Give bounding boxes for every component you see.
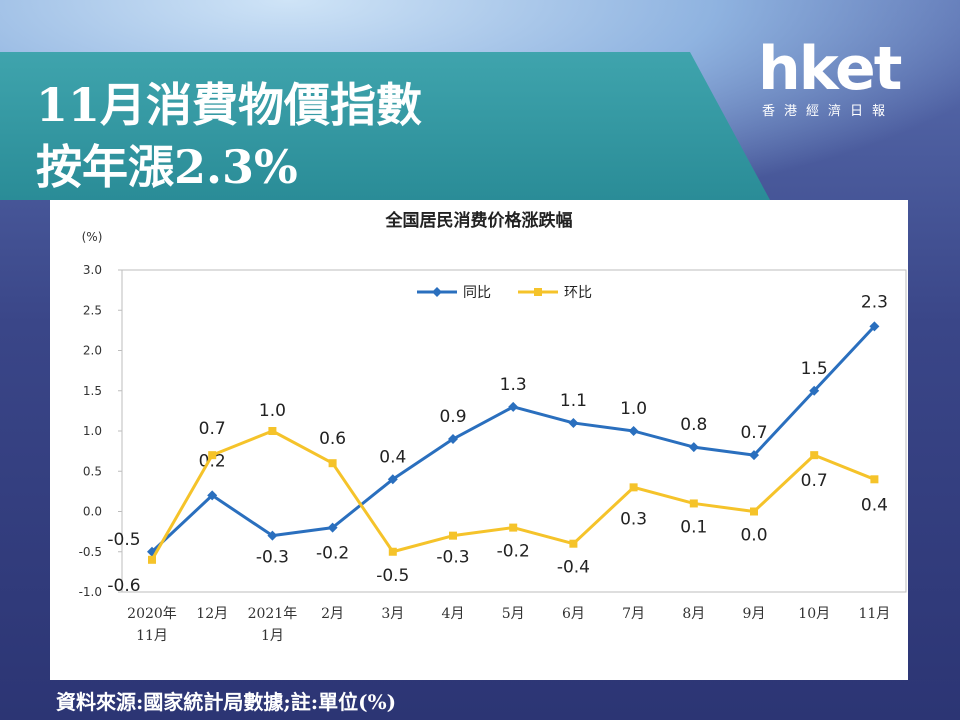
data-label-mom: -0.4 [557,558,590,578]
x-tick-label: 3月 [381,606,404,622]
chart-panel: 全国居民消费价格涨跌幅 (%) 3.0 2.5 2.0 1.5 1.0 0.5 0.0 -0.5-… [50,200,908,680]
data-label-mom: 0.7 [801,471,828,491]
x-tick-label: 10月 [798,606,830,622]
data-label-yoy: -0.2 [316,544,349,564]
data-point-mom [750,507,758,516]
data-point-mom [388,547,397,556]
y-tick-label: -1.0 [79,585,102,599]
data-point-yoy [508,401,519,412]
data-label-mom: 0.1 [680,517,707,537]
data-label-mom: 0.6 [319,429,346,449]
data-label-mom: 0.0 [740,526,767,546]
data-point-yoy [448,434,458,445]
y-tick-label: 3.0 [83,263,102,277]
x-tick-label: 11月 [858,606,890,622]
y-tick-label: 2.0 [83,344,102,358]
data-point-yoy [628,426,639,436]
hket-logo: hket 香港經濟日報 [758,38,928,128]
x-tick-label: 11月 [136,628,168,644]
x-tick-label: 2020年 [127,606,177,622]
data-label-mom: 0.4 [861,495,888,515]
chart-title: 全国居民消费价格涨跌幅 [385,210,573,231]
data-point-yoy [749,450,759,461]
data-point-yoy [327,522,338,533]
logo-subtitle: 香港經濟日報 [762,104,895,119]
data-label-yoy: 1.5 [801,359,828,379]
data-label-mom: -0.5 [376,566,409,586]
x-tick-label: 4月 [442,606,465,622]
data-label-mom: 1.0 [259,401,286,421]
data-point-mom [569,539,578,548]
data-point-yoy [207,490,218,501]
y-tick-label: 1.5 [83,384,102,398]
logo-word: hket [758,34,902,104]
page-title-line2: 按年漲2.3% [36,140,298,194]
x-tick-label: 9月 [743,606,766,622]
data-label-mom: 0.3 [620,509,647,529]
data-point-yoy [869,321,880,332]
data-label-mom: -0.6 [107,576,140,596]
legend-label-mom: 环比 [564,285,592,301]
legend-marker-yoy [432,287,442,297]
y-axis-unit: (%) [82,230,103,244]
y-tick-label: 1.0 [83,424,102,438]
legend-label-yoy: 同比 [463,285,491,301]
data-label-yoy: 0.7 [740,423,767,443]
page-title-line1: 11月消費物價指數 [36,78,423,132]
data-point-mom [449,531,457,540]
y-tick-label: 2.5 [83,303,102,317]
data-point-yoy [809,385,820,396]
data-point-mom [328,459,337,468]
data-point-mom [208,451,217,460]
source-note: 資料來源:國家統計局數據;註:單位(%) [56,690,397,714]
x-tick-label: 2月 [321,606,344,622]
y-tick-label: -0.5 [79,545,102,559]
data-point-mom [689,499,698,508]
x-tick-label: 5月 [502,606,525,622]
data-label-yoy: 1.1 [560,391,587,411]
x-tick-label: 1月 [261,628,284,644]
data-point-mom [870,475,879,484]
data-point-yoy [568,417,579,428]
data-point-yoy [387,474,398,485]
data-point-mom [509,523,518,532]
data-label-yoy: 0.4 [379,447,406,467]
data-point-mom [810,451,819,460]
y-tick-label: 0.0 [83,505,102,519]
cpi-line-chart: 全国居民消费价格涨跌幅(%)3.02.52.01.51.00.50.0-0.5-… [79,210,907,644]
data-point-yoy [267,530,278,541]
data-label-yoy: 0.9 [439,407,466,427]
data-label-mom: -0.2 [497,542,530,562]
x-tick-label: 6月 [562,606,585,622]
data-label-yoy: 0.8 [680,415,707,435]
data-point-mom [268,427,277,435]
data-label-mom: -0.3 [436,548,469,568]
legend-marker-mom [534,288,542,296]
data-label-yoy: 1.0 [620,399,647,419]
x-tick-label: 2021年 [248,606,298,622]
data-label-yoy: -0.5 [107,530,140,550]
x-tick-label: 8月 [682,606,705,622]
x-tick-label: 12月 [196,606,228,622]
data-label-yoy: 1.3 [500,375,527,395]
y-tick-label: 0.5 [83,464,102,478]
data-label-yoy: 2.3 [861,292,888,312]
title-banner [0,52,770,200]
data-label-yoy: -0.3 [256,548,289,568]
data-point-yoy [688,442,699,453]
x-tick-label: 7月 [622,606,645,622]
data-label-mom: 0.7 [199,419,226,439]
data-point-mom [629,483,638,492]
data-point-mom [148,555,156,564]
